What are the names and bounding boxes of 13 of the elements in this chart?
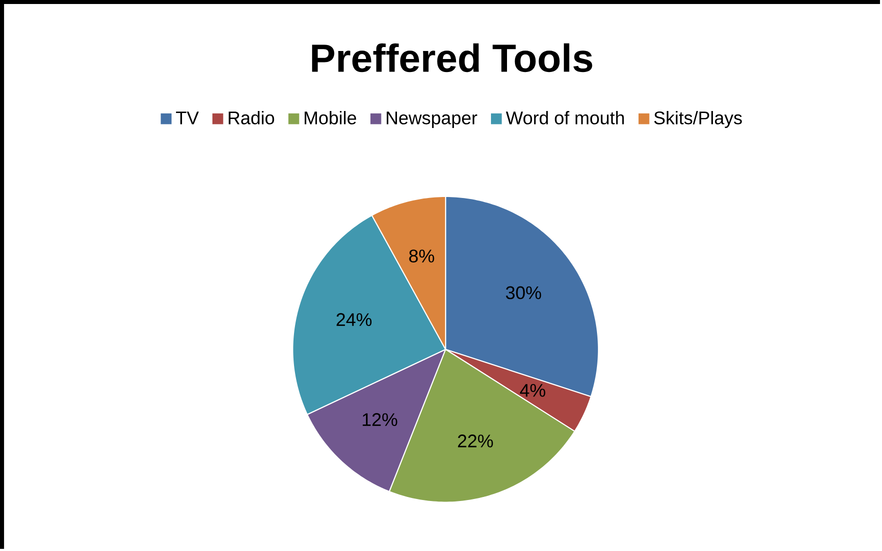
legend-label: Radio — [228, 111, 274, 124]
data-label: 4% — [520, 384, 546, 397]
legend-label: Word of mouth — [506, 111, 624, 124]
data-label: 22% — [458, 434, 493, 448]
data-label: 8% — [409, 250, 434, 263]
chart-title: Preffered Tools — [312, 43, 592, 72]
legend-label: Skits/Plays — [654, 111, 742, 128]
data-label: 24% — [336, 313, 372, 326]
legend-label: Mobile — [304, 111, 356, 124]
legend-label: TV — [176, 112, 199, 124]
data-label: 30% — [506, 286, 542, 300]
data-label: 12% — [362, 413, 398, 426]
legend-label: Newspaper — [386, 112, 478, 128]
